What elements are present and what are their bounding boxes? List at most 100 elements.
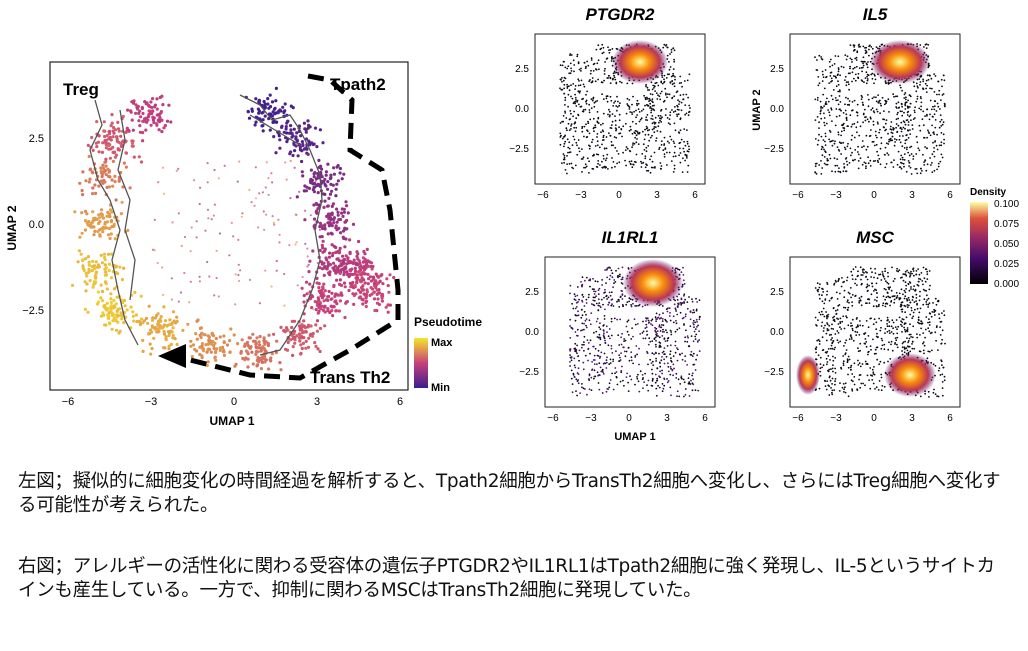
cell-dot <box>645 116 648 119</box>
cell-dot <box>313 185 317 189</box>
cell-dot <box>592 97 595 100</box>
cell-dot <box>672 47 675 49</box>
cell-dot <box>84 271 88 275</box>
cell-dot <box>244 349 249 353</box>
cell-dot <box>274 120 278 124</box>
cell-dot <box>673 85 676 88</box>
cell-dot <box>285 140 289 144</box>
cell-dot <box>827 370 830 373</box>
cell-dot <box>348 272 352 276</box>
cell-dot <box>817 76 820 78</box>
transition-dashed-arrow <box>189 73 401 381</box>
cell-dot <box>857 72 860 75</box>
cell-dot <box>603 73 606 75</box>
cell-dot <box>375 282 379 286</box>
cell-dot <box>670 138 673 141</box>
cell-dot <box>89 225 93 229</box>
cell-dot <box>613 102 615 104</box>
cell-dot <box>846 125 849 127</box>
cell-dot <box>610 334 613 337</box>
cell-dot <box>309 324 313 328</box>
cell-dot <box>888 140 890 143</box>
cell-dot <box>637 323 639 325</box>
cell-dot <box>680 271 683 274</box>
cell-dot <box>189 339 193 343</box>
cell-dot <box>651 324 654 327</box>
cell-dot <box>677 131 680 134</box>
cell-dot <box>649 340 652 343</box>
cell-dot <box>828 60 831 63</box>
cell-dot <box>321 141 325 145</box>
cell-dot <box>816 143 819 146</box>
cell-dot <box>97 134 101 138</box>
cell-dot <box>823 124 826 127</box>
density-hotspot <box>623 259 683 307</box>
cell-dot <box>845 96 847 99</box>
cell-dot <box>672 111 675 113</box>
cell-dot <box>189 250 192 253</box>
cell-dot <box>828 368 831 371</box>
cell-dot <box>909 274 912 277</box>
cell-dot <box>563 145 565 148</box>
cell-dot <box>691 300 694 303</box>
cell-dot <box>918 277 920 280</box>
cell-dot <box>348 250 352 254</box>
cell-dot <box>592 277 594 280</box>
cell-dot <box>825 101 827 103</box>
cell-dot <box>598 333 601 336</box>
cell-dot <box>618 354 621 356</box>
cell-dot <box>70 283 75 287</box>
cell-dot <box>144 116 148 120</box>
cell-dot <box>863 81 865 84</box>
cell-dot <box>591 141 593 144</box>
cell-dot <box>669 386 672 389</box>
cell-dot <box>596 111 599 113</box>
cell-dot <box>859 374 862 376</box>
cell-dot <box>267 193 270 196</box>
cell-dot <box>97 150 101 154</box>
cell-dot <box>818 127 820 129</box>
cell-dot <box>680 376 683 379</box>
cell-dot <box>589 339 592 342</box>
cell-dot <box>593 130 595 133</box>
cell-dot <box>694 321 696 324</box>
cell-dot <box>149 328 153 332</box>
cell-dot <box>636 104 639 107</box>
cell-dot <box>829 65 831 68</box>
cell-dot <box>668 151 671 154</box>
cell-dot <box>880 104 882 107</box>
cell-dot <box>584 108 587 111</box>
x-tick: −6 <box>62 396 75 408</box>
cell-dot <box>626 320 629 323</box>
cell-dot <box>289 159 292 162</box>
cell-dot <box>99 179 103 183</box>
cell-dot <box>380 299 384 303</box>
cell-dot <box>687 382 690 385</box>
density-panel-title: PTGDR2 <box>586 5 656 24</box>
cell-dot <box>649 107 651 109</box>
cell-dot <box>637 108 640 110</box>
cell-dot <box>304 339 308 343</box>
cell-dot <box>922 87 924 90</box>
cell-dot <box>591 368 594 371</box>
cell-dot <box>334 250 338 254</box>
cell-dot <box>825 332 828 335</box>
cell-dot <box>159 315 163 319</box>
cell-dot <box>626 103 629 105</box>
cell-dot <box>630 378 633 381</box>
cell-dot <box>658 352 660 355</box>
cell-dot <box>366 272 370 276</box>
cell-dot <box>598 374 600 376</box>
cell-dot <box>820 107 822 109</box>
cell-dot <box>686 129 688 132</box>
cell-dot <box>586 60 588 63</box>
cell-dot <box>195 236 198 239</box>
cell-dot <box>93 183 97 187</box>
cell-dot <box>922 80 925 83</box>
cell-dot <box>649 102 651 105</box>
cell-dot <box>576 372 579 374</box>
cell-dot <box>190 355 194 359</box>
cell-dot <box>348 268 352 272</box>
cell-dot <box>559 132 562 135</box>
cell-dot <box>562 153 565 155</box>
